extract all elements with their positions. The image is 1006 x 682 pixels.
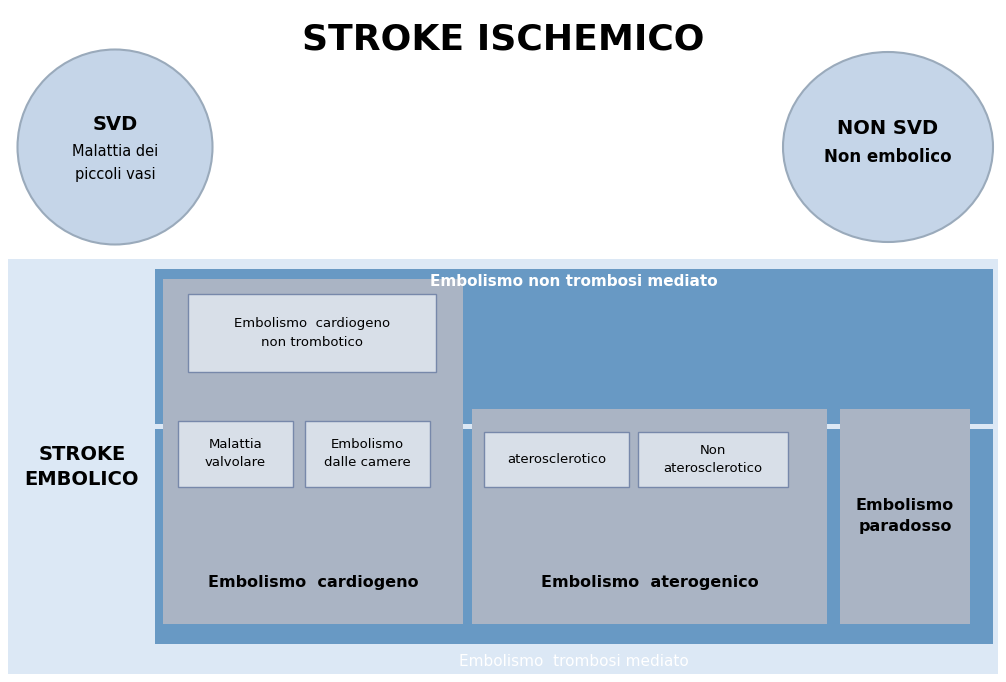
Text: Embolismo
paradosso: Embolismo paradosso (856, 499, 954, 535)
Text: Non embolico: Non embolico (824, 148, 952, 166)
FancyBboxPatch shape (305, 421, 430, 487)
FancyBboxPatch shape (163, 279, 463, 624)
FancyBboxPatch shape (155, 429, 993, 644)
FancyBboxPatch shape (484, 432, 629, 487)
Text: Embolismo  aterogenico: Embolismo aterogenico (540, 574, 759, 589)
FancyBboxPatch shape (472, 409, 827, 624)
Text: NON SVD: NON SVD (837, 119, 939, 138)
FancyBboxPatch shape (155, 269, 993, 424)
Text: aterosclerotico: aterosclerotico (507, 453, 606, 466)
Text: STROKE ISCHEMICO: STROKE ISCHEMICO (302, 22, 704, 56)
Ellipse shape (783, 52, 993, 242)
Text: SVD: SVD (93, 115, 138, 134)
Text: Malattia
valvolare: Malattia valvolare (205, 439, 266, 469)
Text: Embolismo non trombosi mediato: Embolismo non trombosi mediato (431, 274, 718, 289)
Text: Embolismo  trombosi mediato: Embolismo trombosi mediato (459, 655, 689, 670)
Ellipse shape (17, 50, 212, 245)
Text: Embolismo  cardiogeno
non trombotico: Embolismo cardiogeno non trombotico (234, 318, 390, 349)
FancyBboxPatch shape (840, 409, 970, 624)
Text: Embolismo
dalle camere: Embolismo dalle camere (324, 439, 410, 469)
Text: STROKE
EMBOLICO: STROKE EMBOLICO (25, 445, 139, 489)
Text: Embolismo  cardiogeno: Embolismo cardiogeno (207, 574, 418, 589)
Text: Non
aterosclerotico: Non aterosclerotico (663, 444, 763, 475)
FancyBboxPatch shape (638, 432, 788, 487)
Text: Malattia dei
piccoli vasi: Malattia dei piccoli vasi (71, 145, 158, 181)
FancyBboxPatch shape (8, 259, 998, 674)
FancyBboxPatch shape (188, 294, 436, 372)
FancyBboxPatch shape (178, 421, 293, 487)
